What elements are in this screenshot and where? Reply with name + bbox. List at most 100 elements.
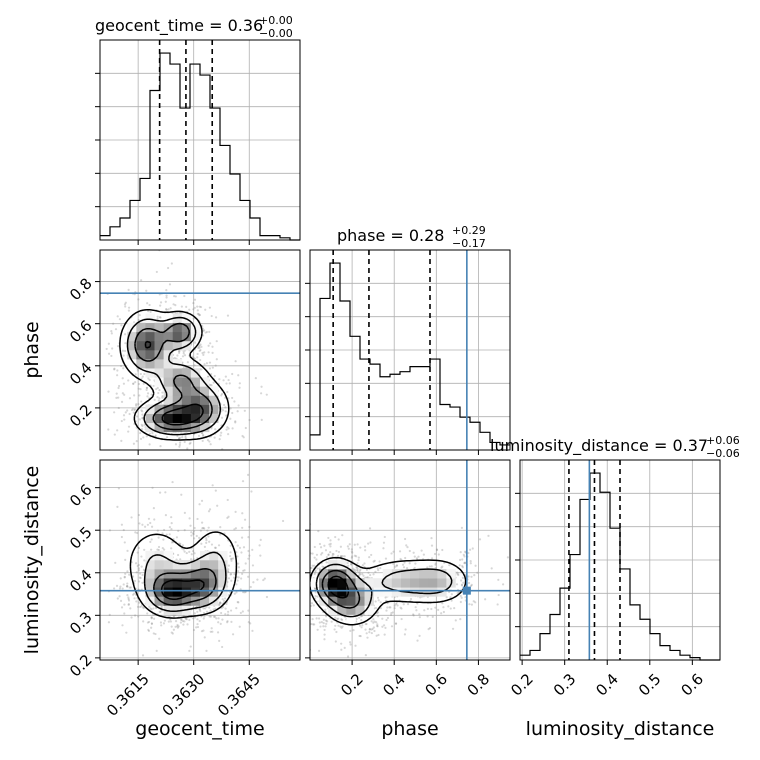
scatter-point <box>348 543 351 546</box>
scatter-point <box>126 585 129 588</box>
scatter-point <box>470 575 473 578</box>
scatter-point <box>303 592 305 594</box>
scatter-point <box>202 607 205 610</box>
scatter-point <box>409 597 413 601</box>
scatter-point <box>181 436 184 439</box>
scatter-point <box>234 421 237 424</box>
density-cell <box>209 395 219 405</box>
scatter-point <box>219 601 222 605</box>
scatter-point <box>200 368 203 371</box>
scatter-point <box>203 351 206 354</box>
scatter-point <box>185 618 188 621</box>
scatter-point <box>141 416 144 419</box>
density-cell <box>163 578 174 588</box>
scatter-point <box>430 544 434 547</box>
scatter-point <box>179 621 182 624</box>
density-cell <box>127 331 137 342</box>
density-cell <box>163 386 174 396</box>
scatter-point <box>219 601 222 604</box>
scatter-point <box>337 624 340 627</box>
scatter-point <box>469 562 472 565</box>
x-tick-label: 0.4 <box>592 670 622 700</box>
density-cell <box>172 340 183 351</box>
scatter-point <box>372 626 375 629</box>
scatter-point <box>370 631 373 635</box>
title-phase-plus: +0.29 <box>452 224 486 237</box>
scatter-point <box>163 619 166 622</box>
density-cell <box>136 331 146 342</box>
scatter-point <box>168 526 171 529</box>
scatter-point <box>218 639 221 642</box>
scatter-point <box>341 625 344 628</box>
scatter-point <box>372 618 375 621</box>
scatter-point <box>336 617 339 620</box>
scatter-point <box>340 626 343 629</box>
scatter-point <box>183 620 186 623</box>
scatter-point <box>150 616 153 619</box>
scatter-point <box>343 555 346 558</box>
scatter-point <box>132 593 135 596</box>
scatter-point <box>205 537 208 540</box>
scatter-point <box>198 305 201 308</box>
scatter-point <box>377 615 380 618</box>
scatter-point <box>123 541 126 544</box>
scatter-point <box>284 592 286 594</box>
scatter-point <box>417 555 420 558</box>
scatter-point <box>398 550 402 553</box>
scatter-point <box>188 442 191 445</box>
scatter-point <box>368 627 371 631</box>
scatter-point <box>141 424 144 428</box>
density-cell <box>172 377 183 387</box>
scatter-point <box>206 439 210 442</box>
scatter-point <box>137 298 140 301</box>
density-cell <box>136 359 146 369</box>
scatter-point <box>201 434 205 438</box>
scatter-point <box>180 311 183 315</box>
scatter-point <box>205 649 208 652</box>
scatter-point <box>183 440 186 444</box>
density-cell <box>172 395 183 405</box>
density-cell <box>190 404 201 414</box>
scatter-point <box>134 531 137 534</box>
scatter-point <box>313 572 316 576</box>
scatter-point <box>460 583 464 586</box>
histogram-step <box>310 262 510 446</box>
scatter-point <box>389 606 392 609</box>
scatter-point <box>116 374 119 377</box>
scatter-point <box>178 350 181 353</box>
scatter-point <box>147 628 150 631</box>
scatter-point <box>222 599 226 602</box>
scatter-point <box>148 605 151 608</box>
scatter-point <box>180 305 183 308</box>
density-cell <box>154 422 164 433</box>
panels: 0.2 0.3 0.4 0.5 0.60.20.40.60.80.3615 0.3630 0… <box>66 39 721 720</box>
scatter-point <box>379 601 382 604</box>
scatter-point <box>120 535 123 539</box>
scatter-point <box>337 538 340 541</box>
scatter-point <box>247 621 250 624</box>
density-cell <box>209 578 219 588</box>
scatter-point <box>360 619 363 622</box>
scatter-point <box>310 566 313 570</box>
scatter-point <box>358 572 361 575</box>
scatter-point <box>325 622 328 625</box>
density-cell <box>190 395 201 405</box>
scatter-point <box>207 510 211 513</box>
scatter-point <box>192 301 195 305</box>
scatter-point <box>434 562 437 565</box>
scatter-point <box>199 348 202 352</box>
scatter-point <box>176 623 179 627</box>
scatter-point <box>308 594 310 596</box>
scatter-point <box>172 628 175 631</box>
scatter-point <box>141 523 144 526</box>
density-cell <box>346 605 356 615</box>
density-cell <box>428 587 438 597</box>
scatter-point <box>461 558 464 561</box>
scatter-point <box>484 598 487 601</box>
scatter-point <box>215 617 218 620</box>
scatter-point <box>506 556 510 559</box>
scatter-point <box>117 384 121 388</box>
scatter-point <box>260 418 263 421</box>
scatter-point <box>350 550 354 553</box>
scatter-point <box>393 607 396 610</box>
